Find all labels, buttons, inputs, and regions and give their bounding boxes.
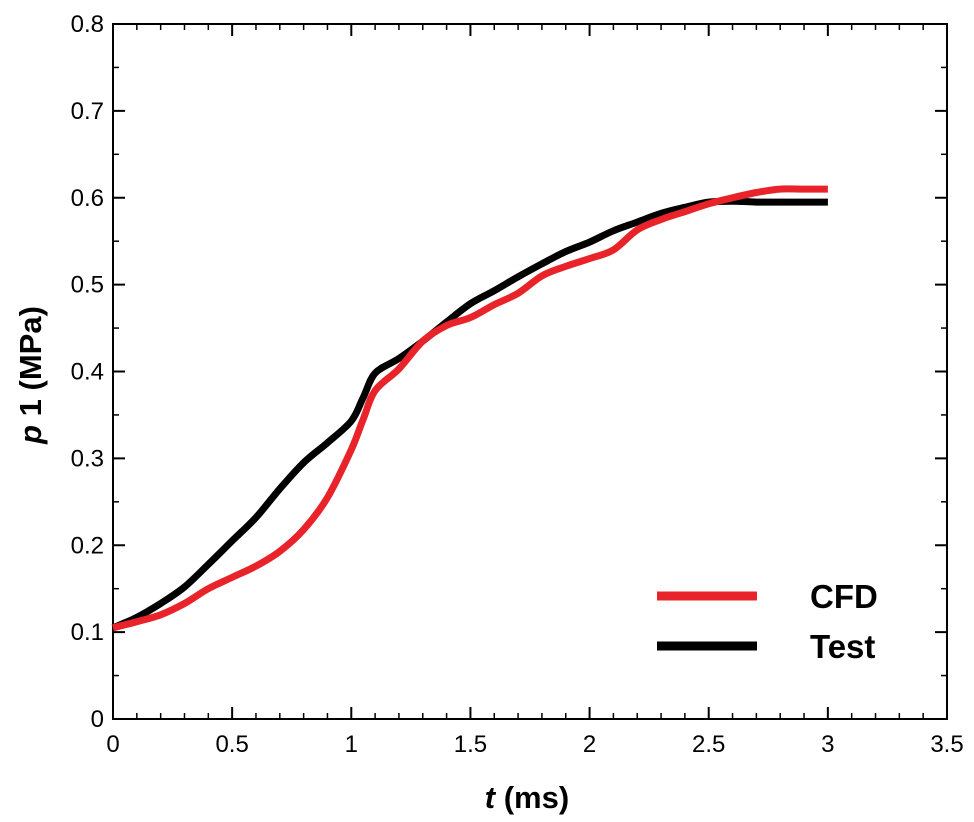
- legend-label-test: Test: [810, 628, 875, 665]
- y-tick-label: 0.8: [71, 11, 104, 38]
- y-tick-label: 0.5: [71, 272, 104, 299]
- y-tick-label: 0.4: [71, 359, 104, 386]
- series-layer: [111, 185, 828, 632]
- tick-layer: 0 0.5 1 1.5 2 2.5 3 3.5 0 0.1 0.2 0.3 0.4 0.5 0.6 0.7 0.…: [71, 11, 964, 758]
- x-tick-label: 1: [345, 731, 358, 758]
- x-tick-label: 3: [821, 731, 834, 758]
- x-axis-symbol: t: [485, 780, 497, 815]
- y-axis-symbol: p: [13, 425, 48, 445]
- series-line-cfd: [112, 185, 828, 632]
- x-axis-unit: (ms): [495, 780, 569, 815]
- legend-label-cfd: CFD: [810, 578, 878, 615]
- y-axis-rest: 1 (MPa): [13, 306, 48, 425]
- y-tick-label: 0.1: [71, 619, 104, 646]
- y-tick-label: 0.6: [71, 185, 104, 212]
- y-tick-label: 0.3: [71, 445, 104, 472]
- x-tick-label: 0: [106, 731, 119, 758]
- x-tick-label: 2: [583, 731, 596, 758]
- x-tick-label: 1.5: [454, 731, 487, 758]
- y-tick-label: 0: [91, 706, 104, 733]
- y-axis-title: p 1 (MPa): [13, 306, 48, 445]
- x-tick-label: 0.5: [215, 731, 248, 758]
- x-tick-label: 2.5: [692, 731, 725, 758]
- y-tick-label: 0.7: [71, 98, 104, 125]
- legend: CFD Test: [657, 578, 878, 665]
- y-tick-label: 0.2: [71, 532, 104, 559]
- x-tick-label: 3.5: [930, 731, 963, 758]
- x-axis-title: t (ms): [485, 780, 569, 815]
- series-line-test: [111, 197, 828, 632]
